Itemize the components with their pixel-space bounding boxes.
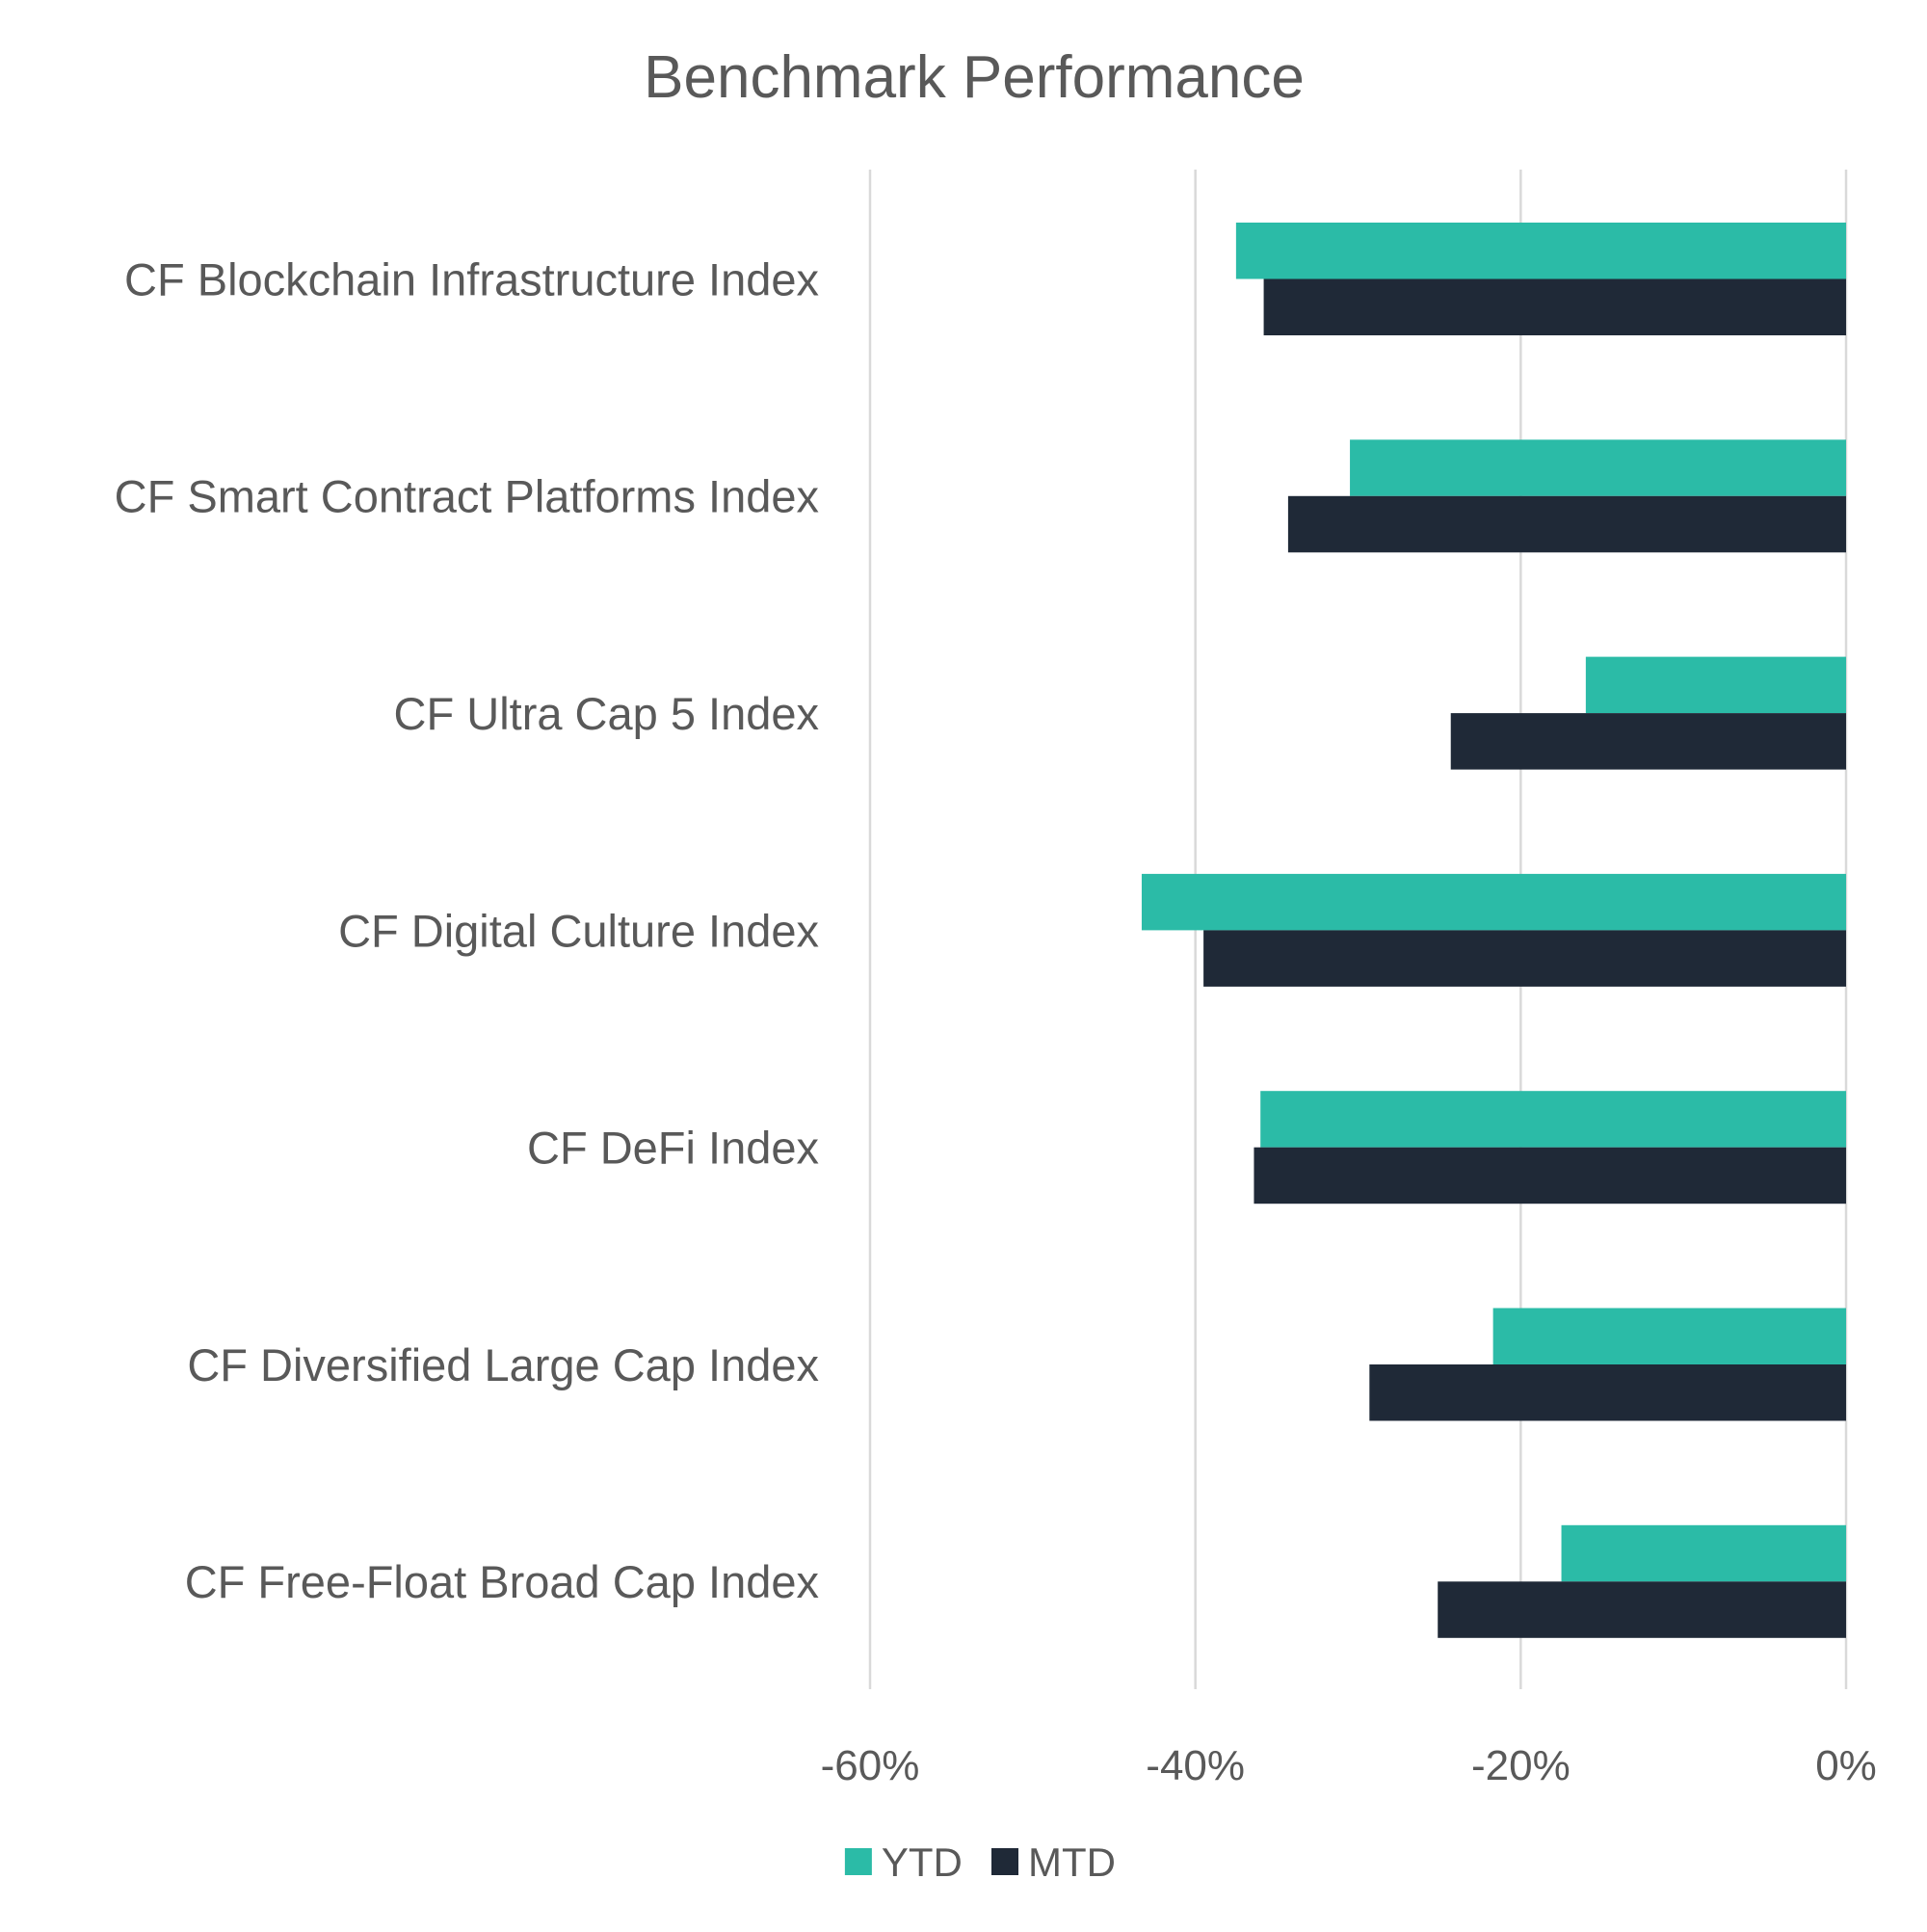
bar-ytd-cf-digital-culture-index (1141, 873, 1846, 931)
bar-mtd-cf-free-float-broad-cap-index (1438, 1581, 1846, 1638)
legend: YTD MTD (844, 1839, 1116, 1885)
legend-label-mtd: MTD (1028, 1839, 1116, 1885)
x-tick-label: -60% (821, 1742, 920, 1789)
bar-ytd-cf-smart-contract-platforms-index (1350, 439, 1846, 496)
bar-ytd-cf-ultra-cap-5-index (1585, 656, 1846, 714)
bar-mtd-cf-ultra-cap-5-index (1450, 713, 1846, 770)
bar-ytd-cf-diversified-large-cap-index (1492, 1308, 1846, 1364)
bar-mtd-cf-smart-contract-platforms-index (1287, 495, 1846, 553)
legend-label-ytd: YTD (882, 1839, 963, 1885)
x-tick-labels: -60% -40% -20% 0% (821, 1742, 1877, 1789)
bar-mtd-cf-digital-culture-index (1203, 930, 1846, 987)
x-tick-label: -40% (1146, 1742, 1245, 1789)
chart-title: Benchmark Performance (644, 44, 1305, 111)
bar-mtd-cf-blockchain-infrastructure-index (1263, 278, 1846, 335)
legend-swatch-mtd (991, 1848, 1018, 1875)
category-label: CF Digital Culture Index (338, 905, 819, 956)
category-label: CF Ultra Cap 5 Index (394, 688, 819, 739)
bar-ytd-cf-free-float-broad-cap-index (1561, 1524, 1846, 1582)
x-tick-label: -20% (1471, 1742, 1571, 1789)
category-label: CF Diversified Large Cap Index (187, 1339, 819, 1390)
category-label: CF Blockchain Infrastructure Index (124, 253, 819, 304)
bar-ytd-cf-defi-index (1260, 1091, 1846, 1148)
x-tick-label: 0% (1815, 1742, 1877, 1789)
category-label: CF Free-Float Broad Cap Index (185, 1556, 819, 1607)
bar-mtd-cf-diversified-large-cap-index (1369, 1364, 1846, 1421)
category-labels: CF Blockchain Infrastructure Index CF Sma… (115, 253, 819, 1607)
bar-mtd-cf-defi-index (1254, 1147, 1846, 1204)
bars-layer (1141, 223, 1846, 1638)
category-label: CF DeFi Index (527, 1123, 819, 1174)
category-label: CF Smart Contract Platforms Index (115, 471, 819, 522)
legend-swatch-ytd (844, 1848, 872, 1875)
bar-ytd-cf-blockchain-infrastructure-index (1235, 223, 1846, 279)
